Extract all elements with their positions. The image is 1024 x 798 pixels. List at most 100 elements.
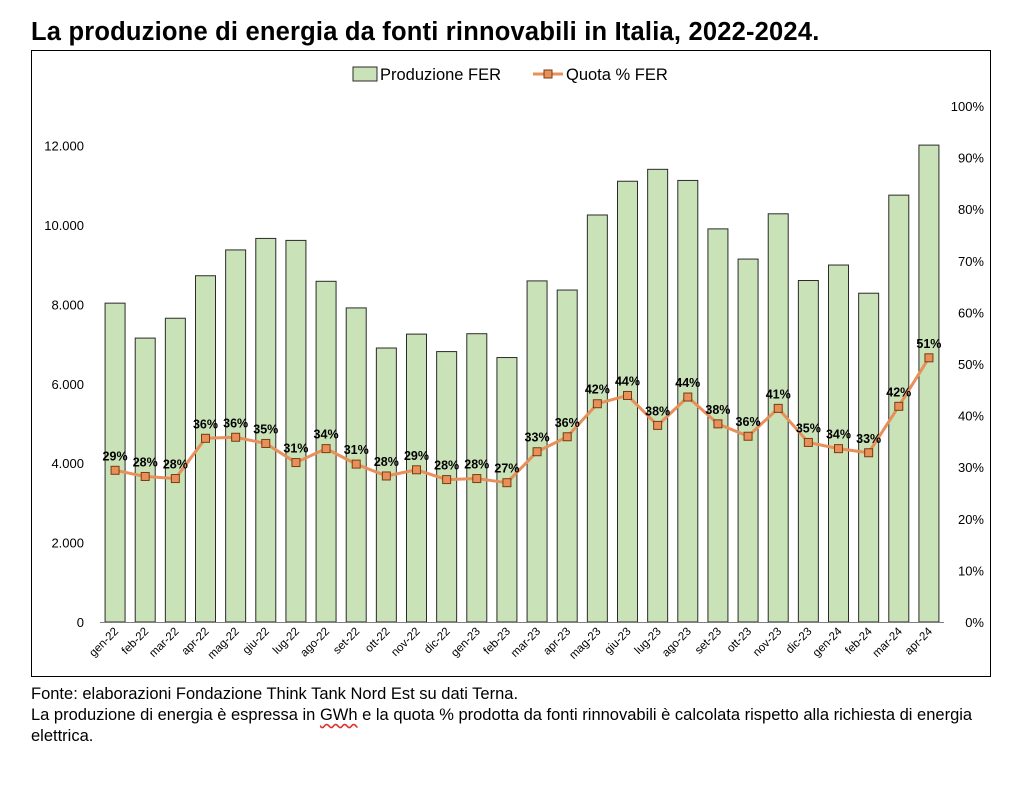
legend: Produzione FER Quota % FER: [352, 66, 668, 84]
unit-note: La produzione di energia è espressa in G…: [31, 706, 973, 745]
line-marker: [170, 474, 180, 484]
chart-frame: [31, 50, 991, 677]
right-tick-label: 100%: [951, 99, 985, 114]
data-label: 28%: [163, 458, 188, 472]
source-note: Fonte: elaborazioni Fondazione Think Tan…: [31, 685, 519, 703]
footnote: Fonte: elaborazioni Fondazione Think Tan…: [31, 684, 1001, 747]
left-tick-label: 10.000: [44, 218, 84, 233]
line-marker: [834, 444, 843, 454]
bar: [797, 280, 819, 623]
category-label: lug-22: [271, 626, 302, 657]
combo-chart: Produzione FER Quota % FER 0 2.000 4.000 6.0…: [44, 66, 985, 662]
left-tick-label: 0: [77, 615, 84, 630]
category-label: mar-24: [871, 625, 906, 660]
left-tick-label: 8.000: [51, 297, 84, 312]
line-marker: [412, 465, 421, 475]
left-tick-label: 6.000: [51, 377, 84, 392]
right-tick-label: 10%: [958, 563, 984, 578]
bar: [858, 292, 880, 623]
right-tick-label: 0%: [965, 615, 984, 630]
right-tick-label: 20%: [958, 512, 984, 527]
line-marker: [231, 432, 241, 442]
right-tick-label: 50%: [958, 357, 984, 372]
line-marker: [864, 448, 874, 458]
legend-swatch-bars: [352, 66, 378, 82]
line-marker: [532, 447, 542, 457]
data-label: 34%: [826, 428, 851, 442]
category-label: mag-23: [567, 626, 603, 662]
bar: [496, 357, 518, 623]
bar-series: [100, 144, 944, 623]
right-tick-label: 80%: [958, 202, 984, 217]
line-marker: [592, 399, 602, 409]
category-label: dic-22: [422, 626, 453, 657]
bar: [556, 289, 578, 623]
bar: [647, 168, 669, 623]
right-tick-label: 90%: [958, 151, 984, 166]
line-marker: [803, 437, 813, 447]
category-label: giu-23: [603, 626, 634, 657]
line-marker: [351, 459, 361, 469]
category-label: set-22: [331, 626, 362, 657]
category-label: mar-22: [147, 626, 181, 660]
line-marker: [472, 474, 482, 484]
right-tick-label: 60%: [958, 305, 984, 320]
category-label: ago-23: [660, 626, 694, 660]
data-label: 38%: [645, 404, 670, 418]
left-tick-label: 4.000: [51, 456, 84, 471]
data-label: 41%: [766, 387, 791, 401]
right-tick-label: 70%: [958, 254, 984, 269]
line-marker: [894, 401, 904, 411]
category-label: nov-23: [751, 626, 784, 659]
category-label: ago-22: [298, 626, 332, 660]
line-marker: [924, 353, 934, 363]
category-label: gen-24: [811, 625, 845, 659]
category-label: feb-22: [120, 626, 152, 658]
left-axis: 0 2.000 4.000 6.000 8.000 10.000 12.000: [44, 139, 84, 631]
line-marker: [773, 403, 783, 413]
category-label: gen-23: [449, 626, 483, 660]
category-label: dic-23: [784, 626, 815, 657]
bar: [828, 264, 849, 623]
bar: [918, 144, 940, 623]
category-label: gen-22: [87, 626, 121, 660]
line-marker: [110, 465, 120, 475]
category-label: nov-22: [389, 626, 422, 659]
data-label: 36%: [736, 415, 761, 429]
data-label: 44%: [615, 374, 640, 388]
unit-word: GWh: [319, 706, 358, 724]
data-label: 38%: [705, 403, 730, 417]
legend-label-bars: Produzione FER: [380, 66, 501, 84]
legend-swatch-marker: [543, 69, 553, 79]
line-marker: [683, 392, 693, 402]
data-label: 29%: [103, 449, 128, 463]
right-tick-label: 30%: [958, 460, 984, 475]
category-label: giu-22: [241, 626, 272, 657]
data-label: 51%: [916, 337, 941, 351]
data-label: 29%: [404, 449, 429, 463]
legend-label-line: Quota % FER: [566, 66, 668, 84]
data-label: 36%: [555, 416, 580, 430]
data-label: 42%: [585, 383, 610, 397]
right-axis: 0% 10% 20% 30% 40% 50% 60% 70% 80% 90% 100%: [951, 99, 985, 630]
data-label: 33%: [856, 432, 881, 446]
data-label: 34%: [314, 428, 339, 442]
data-label: 42%: [886, 385, 911, 399]
line-marker: [291, 458, 301, 468]
data-label: 27%: [494, 462, 519, 476]
line-marker: [381, 471, 391, 481]
data-label: 35%: [253, 422, 278, 436]
chart-title: La produzione di energia da fonti rinnov…: [31, 18, 820, 46]
data-label: 36%: [193, 417, 218, 431]
data-label: 28%: [464, 458, 489, 472]
line-marker: [743, 431, 753, 441]
category-label: set-23: [693, 626, 724, 657]
category-label: mag-22: [206, 626, 242, 662]
line-marker: [502, 478, 512, 488]
left-tick-label: 12.000: [44, 139, 84, 154]
line-marker: [442, 475, 452, 485]
series-line: [114, 357, 931, 485]
data-label: 31%: [283, 442, 308, 456]
line-marker: [140, 471, 150, 481]
